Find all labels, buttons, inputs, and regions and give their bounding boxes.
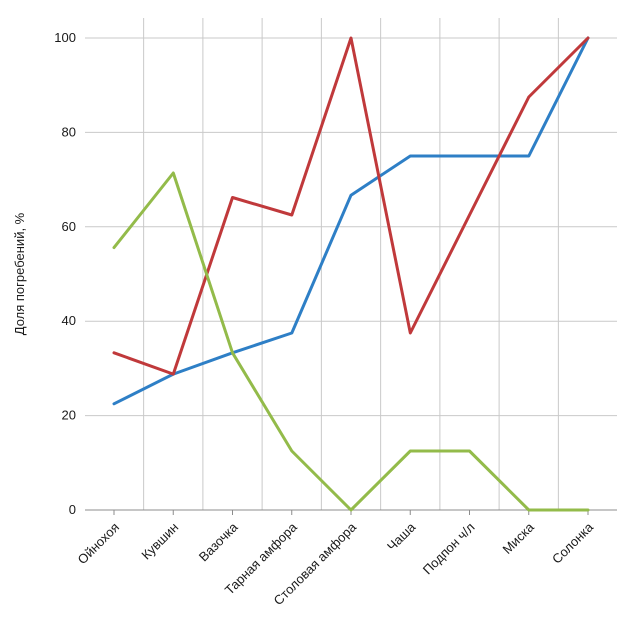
x-tick-label: Солонка: [549, 519, 597, 567]
x-tick-label: Подпон ч/л: [420, 520, 478, 578]
y-tick-label: 60: [62, 219, 76, 234]
series-line-3: [112, 171, 590, 512]
y-tick-label: 100: [54, 30, 76, 45]
y-tick-label: 40: [62, 313, 76, 328]
series-line-2: [112, 36, 590, 376]
y-tick-label: 80: [62, 124, 76, 139]
y-axis-label: Доля погребений, %: [12, 212, 27, 335]
y-tick-label: 20: [62, 408, 76, 423]
x-tick-label: Кувшин: [138, 520, 181, 563]
series-layer: [112, 36, 590, 512]
series-line-1: [112, 36, 590, 406]
y-tick-label: 0: [69, 502, 76, 517]
x-tick-label: Ойнохоя: [75, 520, 123, 568]
x-tick-label: Миска: [500, 519, 538, 557]
x-tick-label: Вазочка: [196, 519, 241, 564]
grid-layer: [85, 18, 617, 515]
x-tick-label: Чаша: [384, 519, 419, 554]
